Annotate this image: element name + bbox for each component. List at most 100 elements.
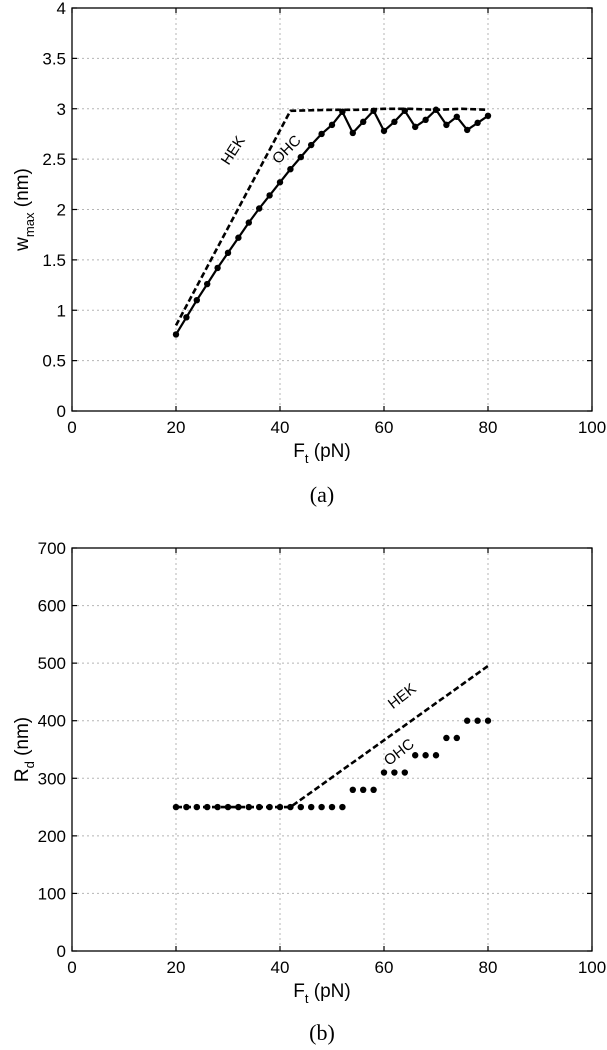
data-point-ohc [266, 192, 273, 199]
data-point-ohc [224, 249, 232, 257]
x-tick-label: 0 [67, 958, 76, 977]
x-axis-label-sub: t [305, 991, 309, 1006]
data-point-ohc [204, 280, 211, 288]
data-point-ohc [318, 130, 325, 138]
data-point-ohc [172, 331, 180, 338]
data-point-ohc [287, 166, 294, 173]
data-point-ohc [370, 786, 377, 793]
x-axis-label-main: F [293, 981, 305, 1002]
x-tick-label: 20 [167, 418, 186, 437]
data-point-ohc [349, 129, 356, 137]
y-tick-label: 3.5 [42, 49, 66, 68]
data-point-ohc [432, 106, 440, 113]
y-tick-label: 2 [57, 201, 66, 220]
y-tick-label: 700 [38, 539, 66, 558]
plot-frame [71, 7, 593, 412]
y-axis-label: Rd (nm) [12, 717, 37, 782]
y-tick-label: 200 [38, 827, 66, 846]
data-point-ohc [412, 752, 419, 759]
data-point-ohc [380, 127, 388, 135]
data-point-ohc [453, 734, 460, 742]
plot-frame [71, 547, 593, 952]
y-axis-label-main: R [12, 768, 33, 782]
data-point-ohc [235, 803, 242, 811]
data-point-ohc [193, 296, 200, 304]
y-tick-label: 0 [57, 942, 66, 961]
y-axis-label-main: w [12, 237, 33, 252]
y-tick-label: 0 [57, 402, 66, 421]
y-axis-label: wmax (nm) [12, 168, 37, 252]
data-point-ohc [474, 717, 481, 724]
x-axis-label: Ft (pN) [293, 441, 350, 466]
panel-caption: (b) [309, 1020, 335, 1045]
data-point-ohc [412, 123, 419, 131]
data-point-ohc [308, 803, 315, 811]
x-tick-label: 60 [375, 958, 394, 977]
data-point-ohc [204, 803, 211, 811]
y-tick-label: 2.5 [42, 150, 66, 169]
data-point-ohc [453, 113, 460, 121]
data-point-ohc [183, 803, 190, 811]
data-point-ohc [297, 803, 304, 811]
x-tick-label: 60 [375, 418, 394, 437]
x-tick-label: 0 [67, 418, 76, 437]
data-point-ohc [391, 769, 398, 776]
y-tick-label: 400 [38, 712, 66, 731]
y-axis-label-sub: max [22, 212, 37, 237]
x-tick-label: 40 [271, 418, 290, 437]
data-point-ohc [256, 205, 263, 212]
data-point-ohc [318, 803, 325, 811]
y-tick-label: 1.5 [42, 251, 66, 270]
series-label-hek: HEK [385, 680, 420, 712]
y-tick-label: 0.5 [42, 352, 66, 371]
data-point-ohc [287, 803, 294, 811]
panel-caption: (a) [310, 482, 334, 507]
x-tick-label: 80 [479, 418, 498, 437]
y-tick-label: 500 [38, 654, 66, 673]
data-point-ohc [245, 803, 252, 811]
y-tick-label: 600 [38, 597, 66, 616]
data-point-ohc [422, 116, 429, 124]
y-axis-label-sub: d [22, 761, 37, 768]
data-point-ohc [328, 121, 336, 129]
x-tick-label: 40 [271, 958, 290, 977]
x-tick-label: 20 [167, 958, 186, 977]
series-line-hek [176, 664, 489, 809]
data-point-ohc [464, 126, 471, 134]
data-point-ohc [297, 153, 304, 161]
data-point-ohc [370, 107, 377, 114]
y-tick-label: 4 [57, 0, 66, 18]
data-point-ohc [432, 752, 440, 759]
data-point-ohc [380, 769, 388, 776]
data-point-ohc [266, 803, 273, 811]
data-point-ohc [360, 786, 367, 793]
x-axis-label-main: F [293, 441, 305, 462]
data-point-ohc [443, 121, 450, 129]
series-label-ohc: OHC [381, 735, 418, 769]
data-point-ohc [183, 314, 190, 321]
y-axis-label-unit: (nm) [12, 717, 33, 761]
x-axis-label-unit: (pN) [309, 441, 351, 462]
data-point-ohc [464, 717, 471, 724]
y-tick-label: 1 [57, 301, 66, 320]
chart-panel-b: 0 20 40 60 80 100 0 100 200 300 400 500 600 700 HEK OHC… [12, 539, 606, 1045]
data-point-ohc [484, 112, 492, 120]
data-point-ohc [339, 803, 346, 811]
x-axis-label-unit: (pN) [309, 981, 351, 1002]
data-point-ohc [339, 108, 346, 115]
data-point-ohc [391, 118, 398, 126]
data-point-ohc [443, 734, 450, 742]
x-tick-label: 80 [479, 958, 498, 977]
data-point-ohc [214, 803, 221, 811]
data-point-ohc [235, 234, 242, 241]
data-point-ohc [308, 141, 315, 149]
data-point-ohc [401, 769, 408, 776]
x-axis-label: Ft (pN) [293, 981, 350, 1006]
y-tick-label: 100 [38, 884, 66, 903]
chart-panel-a: 0 20 40 60 80 100 0 0.5 1 1.5 2 2.5 3 3.5 4 HEK OHC Ft (p… [12, 0, 606, 507]
data-point-ohc [214, 264, 221, 272]
series-label-hek: HEK [218, 133, 249, 168]
data-point-ohc [276, 179, 284, 186]
y-axis-label-unit: (nm) [12, 168, 33, 212]
